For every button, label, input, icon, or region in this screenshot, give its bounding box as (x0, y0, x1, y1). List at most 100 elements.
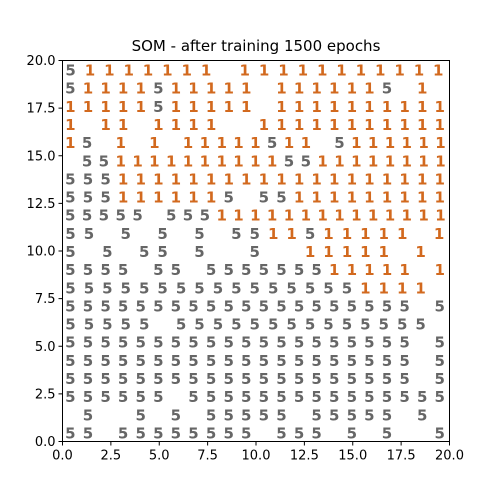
y-tick-label: 15.0 (27, 149, 56, 164)
som-cell-label: 5 (206, 388, 216, 406)
som-cell-label: 1 (379, 279, 389, 297)
som-cell-label: 5 (83, 334, 93, 352)
som-cell-label: 1 (65, 116, 75, 134)
som-cell-label: 1 (364, 189, 374, 207)
som-cell-label: 5 (259, 370, 269, 388)
som-cell-label: 5 (102, 279, 112, 297)
som-cell-label: 5 (267, 134, 277, 152)
som-cell-label: 5 (286, 279, 296, 297)
som-cell-label: 1 (83, 98, 93, 116)
som-cell-label: 5 (188, 424, 198, 442)
som-cell-label: 5 (276, 406, 286, 424)
som-cell-label: 5 (84, 225, 94, 243)
som-cell-label: 1 (435, 207, 445, 225)
som-cell-label: 1 (368, 207, 378, 225)
som-cell-label: 1 (216, 152, 226, 170)
x-tick-label: 15.0 (338, 449, 367, 464)
som-cell-label: 1 (435, 170, 445, 188)
som-cell-label: 5 (136, 297, 146, 315)
som-cell-label: 5 (311, 424, 321, 442)
som-cell-label: 1 (329, 98, 339, 116)
som-cell-label: 1 (233, 134, 243, 152)
som-cell-label: 5 (83, 370, 93, 388)
som-cell-label: 5 (153, 424, 163, 442)
x-tick-label: 5.0 (149, 449, 170, 464)
som-cell-label: 5 (382, 297, 392, 315)
som-cell-label: 1 (276, 98, 286, 116)
som-cell-label: 1 (342, 225, 352, 243)
som-cell-label: 5 (118, 261, 128, 279)
som-cell-label: 1 (364, 80, 374, 98)
som-cell-label: 5 (132, 207, 142, 225)
som-cell-label: 1 (123, 62, 133, 80)
som-cell-label: 5 (171, 370, 181, 388)
som-cell-label: 5 (153, 334, 163, 352)
som-cell-label: 5 (286, 316, 296, 334)
som-cell-label: 5 (65, 80, 75, 98)
som-cell-label: 5 (294, 424, 304, 442)
som-cell-label: 1 (65, 134, 75, 152)
som-cell-label: 5 (83, 406, 93, 424)
som-cell-label: 5 (139, 279, 149, 297)
x-tick-label: 20.0 (435, 449, 464, 464)
som-cell-label: 1 (336, 62, 346, 80)
som-cell-label: 1 (83, 80, 93, 98)
x-tick-label: 17.5 (387, 449, 416, 464)
som-cell-label: 1 (250, 134, 260, 152)
som-cell-label: 5 (294, 388, 304, 406)
som-cell-label: 5 (83, 189, 93, 207)
som-cell-label: 5 (399, 388, 409, 406)
som-cell-label: 5 (435, 370, 445, 388)
som-cell-label: 1 (382, 116, 392, 134)
som-cell-label: 5 (250, 316, 260, 334)
som-cell-label: 1 (298, 62, 308, 80)
som-cell-label: 1 (206, 80, 216, 98)
som-cell-label: 1 (259, 116, 269, 134)
som-cell-label: 1 (329, 261, 339, 279)
som-cell-label: 5 (241, 261, 251, 279)
x-tick-label: 0.0 (52, 449, 73, 464)
som-cell-label: 5 (136, 352, 146, 370)
som-cell-label: 5 (417, 406, 427, 424)
som-cell-label: 5 (213, 279, 223, 297)
som-cell-label: 5 (188, 388, 198, 406)
som-cell-label: 1 (294, 170, 304, 188)
som-cell-label: 5 (194, 279, 204, 297)
som-cell-label: 1 (206, 170, 216, 188)
som-cell-label: 1 (241, 98, 251, 116)
som-cell-label: 5 (347, 406, 357, 424)
som-cell-label: 5 (397, 316, 407, 334)
som-cell-label: 1 (216, 134, 226, 152)
som-cell-label: 5 (118, 297, 128, 315)
som-cell-label: 1 (136, 98, 146, 116)
som-cell-label: 5 (364, 370, 374, 388)
som-cell-label: 1 (418, 207, 428, 225)
som-cell-label: 5 (82, 207, 92, 225)
som-cell-label: 1 (276, 80, 286, 98)
som-cell-label: 1 (233, 207, 243, 225)
som-cell-label: 5 (188, 370, 198, 388)
som-cell-label: 1 (294, 80, 304, 98)
som-cell-label: 1 (118, 116, 128, 134)
som-cell-label: 5 (223, 297, 233, 315)
som-cell-label: 5 (379, 316, 389, 334)
som-cell-label: 5 (329, 388, 339, 406)
som-cell-label: 5 (305, 279, 315, 297)
som-cell-label: 1 (317, 152, 327, 170)
som-cell-label: 5 (250, 279, 260, 297)
som-cell-label: 1 (132, 152, 142, 170)
som-cell-label: 1 (417, 189, 427, 207)
som-cell-label: 5 (65, 334, 75, 352)
som-cell-layer: 5 1 1 1 1 1 1 1 1 1 1 1 1 1 1 1 1 1 15 1 1 1 1 5 1 1 1 1 1 1 1 1 1 1 1 5 11 1… (65, 62, 446, 443)
som-cell-label: 5 (284, 152, 294, 170)
som-cell-label: 5 (364, 388, 374, 406)
som-cell-label: 5 (83, 424, 93, 442)
som-cell-label: 1 (267, 207, 277, 225)
som-cell-label: 5 (259, 388, 269, 406)
som-cell-label: 5 (347, 388, 357, 406)
som-cell-label: 1 (166, 152, 176, 170)
som-cell-label: 5 (121, 316, 131, 334)
som-cell-label: 1 (153, 189, 163, 207)
som-cell-label: 1 (171, 116, 181, 134)
som-cell-label: 5 (276, 352, 286, 370)
